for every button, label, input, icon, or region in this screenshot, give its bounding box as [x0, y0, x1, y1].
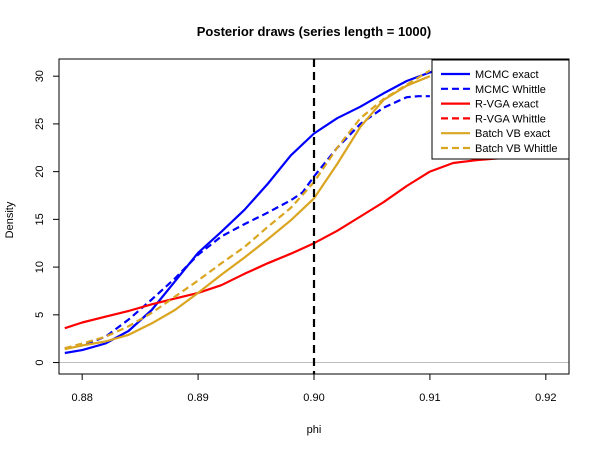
x-tick-label-3: 0.91 — [419, 392, 440, 404]
x-axis-label: phi — [307, 424, 322, 436]
x-tick-label-2: 0.90 — [303, 392, 324, 404]
legend-label-2: R-VGA exact — [475, 99, 539, 111]
y-axis: 0 5 10 15 20 25 30 — [34, 70, 59, 366]
legend-label-5: Batch VB Whittle — [475, 143, 558, 155]
y-tick-label-5: 25 — [34, 118, 46, 130]
legend-label-4: Batch VB exact — [475, 128, 550, 140]
legend-label-0: MCMC exact — [475, 69, 539, 81]
y-tick-label-3: 15 — [34, 213, 46, 225]
y-tick-label-4: 20 — [34, 166, 46, 178]
chart-title: Posterior draws (series length = 1000) — [197, 24, 431, 39]
y-tick-label-1: 5 — [34, 312, 46, 318]
x-tick-label-0: 0.88 — [71, 392, 92, 404]
x-tick-label-1: 0.89 — [187, 392, 208, 404]
series-line-4 — [64, 75, 431, 351]
legend-box — [431, 59, 570, 160]
y-tick-label-0: 0 — [34, 359, 46, 365]
y-axis-label: Density — [4, 201, 16, 238]
y-tick-label-2: 10 — [34, 261, 46, 273]
legend-label-1: MCMC Whittle — [475, 84, 546, 96]
legend: MCMC exact MCMC Whittle R-VGA exact R-VGA W… — [431, 59, 570, 160]
legend-label-3: R-VGA Whittle — [475, 113, 546, 125]
series-line-2 — [64, 157, 500, 330]
x-axis: 0.88 0.89 0.90 0.91 0.92 — [71, 374, 557, 404]
series-line-5 — [64, 69, 431, 350]
series-line-1 — [64, 95, 430, 350]
x-tick-label-4: 0.92 — [535, 392, 556, 404]
y-tick-label-6: 30 — [34, 70, 46, 82]
